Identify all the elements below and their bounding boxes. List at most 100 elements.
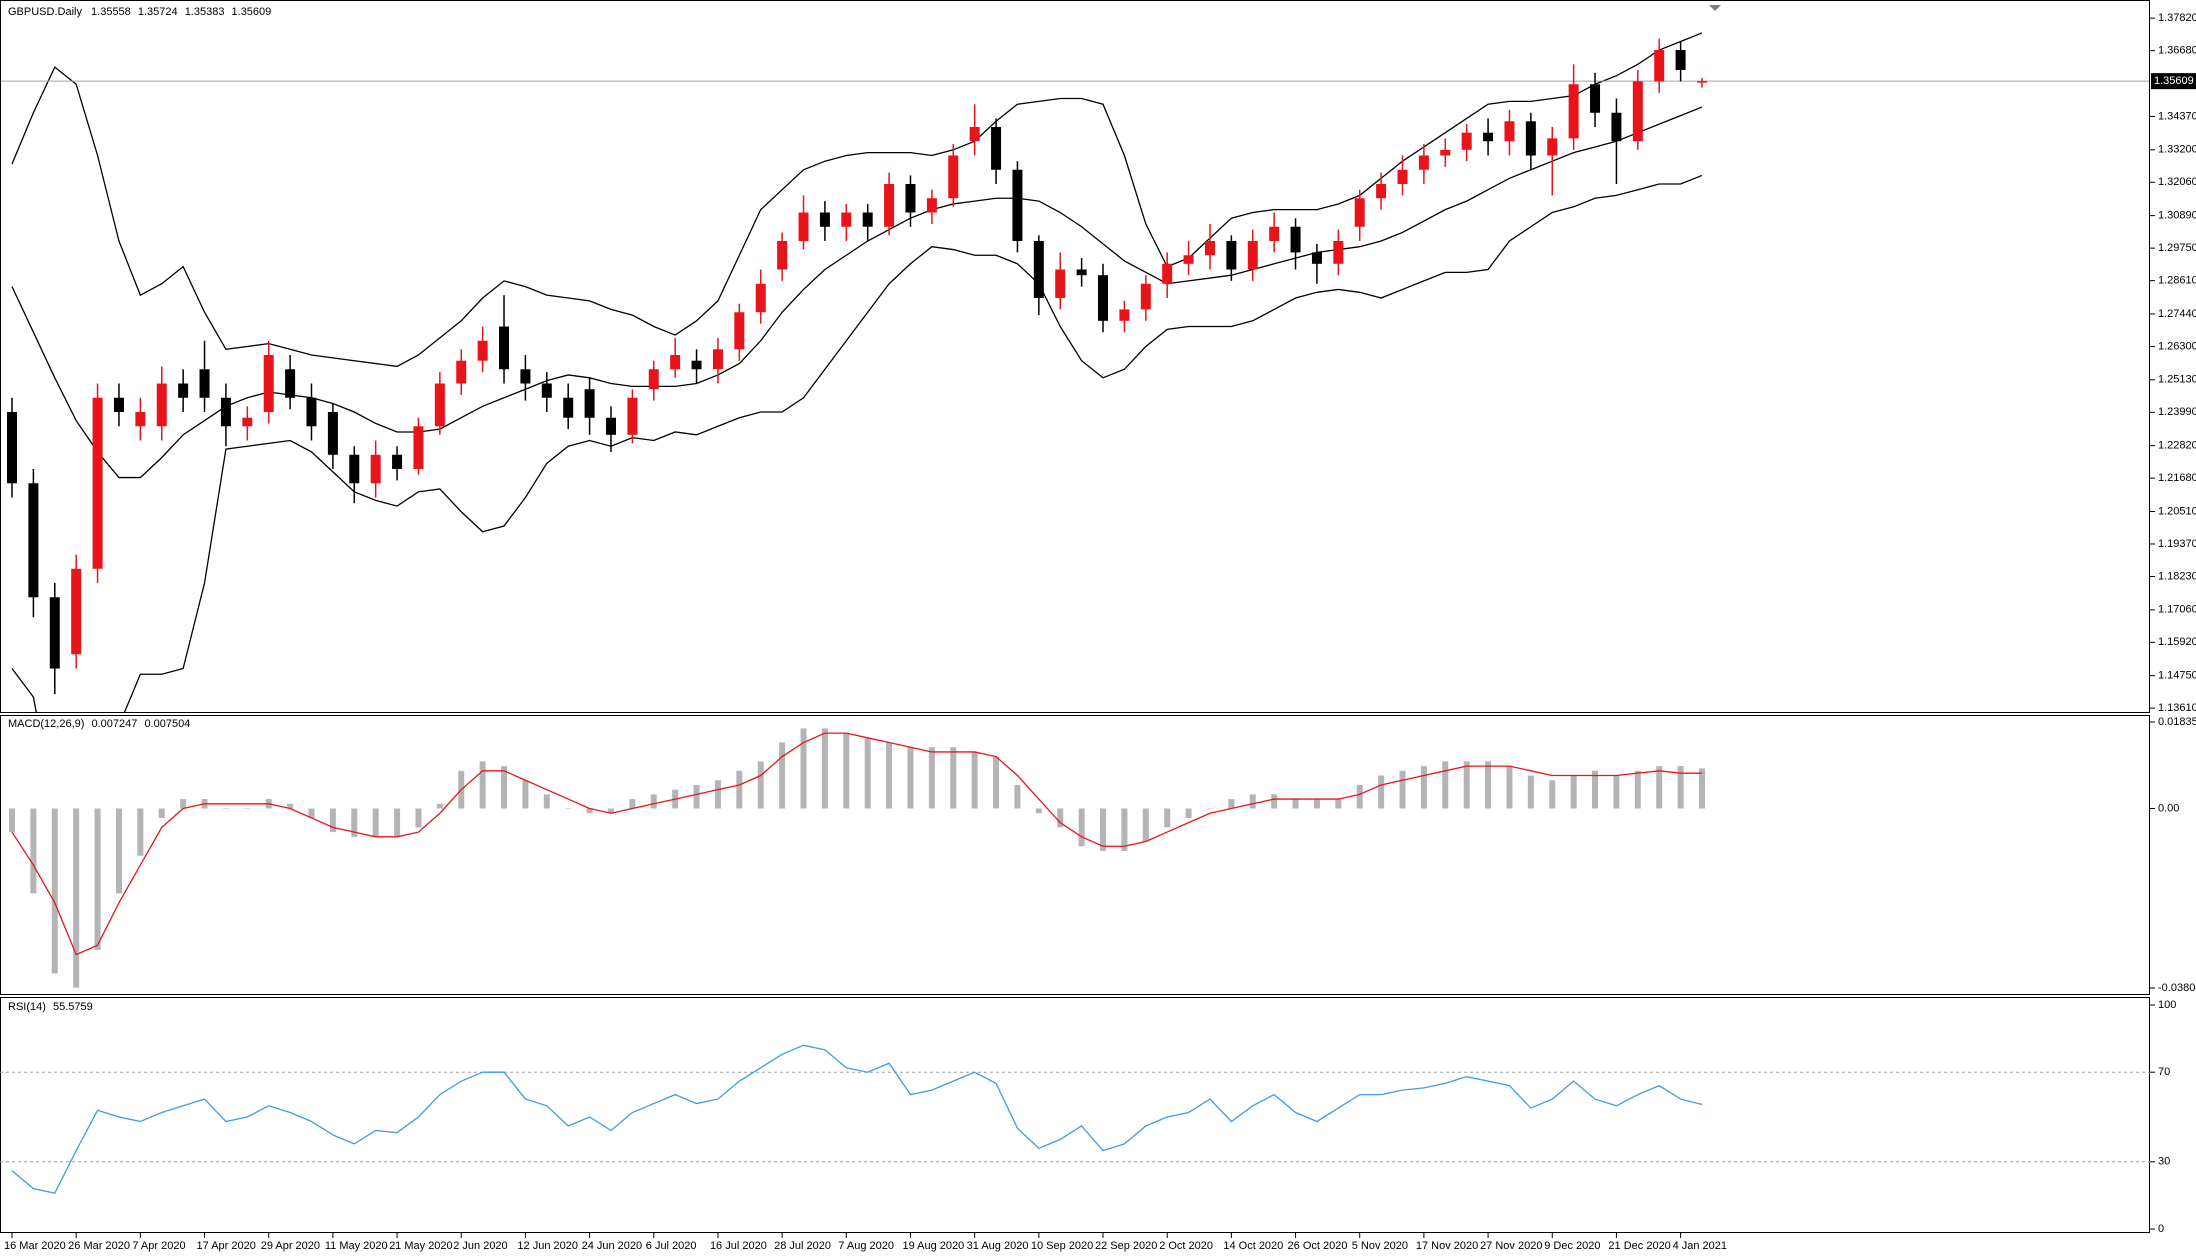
rsi-pane xyxy=(0,997,2150,1233)
candle-body xyxy=(1632,81,1643,142)
candle-body xyxy=(563,397,574,418)
candle-body xyxy=(1269,226,1280,242)
candle-body xyxy=(734,312,745,350)
x-tick-label: 2 Jun 2020 xyxy=(453,1240,507,1252)
candle-body xyxy=(392,454,403,470)
candle-body xyxy=(349,454,360,484)
rsi-title: RSI(14) xyxy=(8,1001,46,1013)
candle-body xyxy=(456,360,467,384)
y-tick-label: 1.17060 xyxy=(2158,604,2196,616)
macd-bar xyxy=(1549,780,1556,809)
macd-bar xyxy=(1570,775,1577,809)
macd-bar xyxy=(1356,784,1363,809)
macd-bar xyxy=(244,808,251,810)
macd-bar xyxy=(565,808,572,810)
macd-bar xyxy=(1506,766,1513,809)
candle-body xyxy=(755,283,766,313)
candle-body xyxy=(1055,269,1066,299)
candle-body xyxy=(49,597,60,669)
signal-readout: 0.007504 xyxy=(144,718,190,730)
macd-bar xyxy=(115,808,122,894)
candle-body xyxy=(1098,275,1109,321)
candle-body xyxy=(1290,226,1301,253)
macd-bar xyxy=(73,808,80,988)
macd-bar xyxy=(522,780,529,809)
candle-body xyxy=(306,397,317,427)
candle-body xyxy=(1247,241,1258,270)
x-tick-label: 2 Oct 2020 xyxy=(1159,1240,1213,1252)
macd-bar xyxy=(415,808,422,828)
open-readout: 1.35558 xyxy=(91,6,131,18)
candle-body xyxy=(1504,121,1515,142)
y-tick-label: 1.37820 xyxy=(2158,12,2196,24)
candle-body xyxy=(648,369,659,390)
macd-bar xyxy=(1100,808,1107,851)
candle-body xyxy=(434,383,445,427)
candle-body xyxy=(135,412,146,427)
current-price-box xyxy=(2151,73,2196,90)
macd-bar xyxy=(30,808,37,894)
candle-body xyxy=(1311,252,1322,264)
macd-bar xyxy=(394,808,401,837)
candle-body xyxy=(691,360,702,370)
macd-bar xyxy=(864,737,871,809)
y-tick-label: 1.22820 xyxy=(2158,440,2196,452)
x-tick-label: 31 Aug 2020 xyxy=(967,1240,1029,1252)
y-tick-label: 1.29750 xyxy=(2158,242,2196,254)
y-tick-label: 1.18230 xyxy=(2158,570,2196,582)
macd-title: MACD(12,26,9) xyxy=(8,718,84,730)
macd-bar xyxy=(736,770,743,809)
macd-bar xyxy=(287,803,294,809)
x-tick-label: 22 Sep 2020 xyxy=(1095,1240,1157,1252)
macd-bar xyxy=(1185,808,1192,818)
bollinger-lower xyxy=(11,174,1703,712)
candle-body xyxy=(926,198,937,213)
candle-body xyxy=(1333,241,1344,264)
macd-bar xyxy=(158,808,165,818)
candle-body xyxy=(242,417,253,427)
candle-body xyxy=(156,383,167,427)
candle-body xyxy=(777,241,788,270)
bollinger-upper xyxy=(11,32,1703,368)
macd-bar xyxy=(1613,775,1620,809)
candle-body xyxy=(499,326,510,370)
y-tick-label: 1.32060 xyxy=(2158,176,2196,188)
bollinger-middle xyxy=(11,106,1703,479)
macd-bar xyxy=(372,808,379,837)
symbol: GBPUSD.Daily xyxy=(8,6,82,18)
candle-body xyxy=(905,183,916,213)
macd-bar xyxy=(779,742,786,809)
macd-bar xyxy=(650,794,657,809)
macd-bar xyxy=(1399,770,1406,809)
y-tick-label: 1.19370 xyxy=(2158,538,2196,550)
candle-body xyxy=(605,417,616,435)
macd-bar xyxy=(1634,770,1641,809)
macd-bar xyxy=(1271,794,1278,809)
macd-bar xyxy=(501,766,508,809)
macd-bar xyxy=(1313,799,1320,809)
candle-body xyxy=(1697,81,1707,83)
candle-body xyxy=(841,212,852,227)
y-tick-label: -0.03808 xyxy=(2158,982,2196,994)
macd-bar xyxy=(1249,794,1256,809)
y-tick-label: 0 xyxy=(2158,1223,2164,1235)
macd-bar xyxy=(51,808,58,974)
x-tick-label: 4 Jan 2021 xyxy=(1673,1240,1727,1252)
macd-bar xyxy=(1206,808,1213,810)
candle-body xyxy=(199,369,210,398)
macd-bar xyxy=(821,728,828,809)
macd-bar xyxy=(1014,784,1021,809)
candle-body xyxy=(1590,84,1601,113)
macd-bar xyxy=(222,808,229,810)
candle-body xyxy=(1675,50,1686,70)
y-tick-label: 1.28610 xyxy=(2158,275,2196,287)
candle-body xyxy=(884,183,895,227)
x-tick-label: 26 Oct 2020 xyxy=(1288,1240,1348,1252)
price-header: GBPUSD.Daily 1.35558 1.35724 1.35383 1.3… xyxy=(8,6,271,18)
macd-bar xyxy=(9,808,15,833)
candle-body xyxy=(327,412,338,455)
macd-bar xyxy=(950,747,957,809)
candle-body xyxy=(862,212,873,227)
candle-body xyxy=(1525,121,1536,156)
y-tick-label: 1.15920 xyxy=(2158,636,2196,648)
